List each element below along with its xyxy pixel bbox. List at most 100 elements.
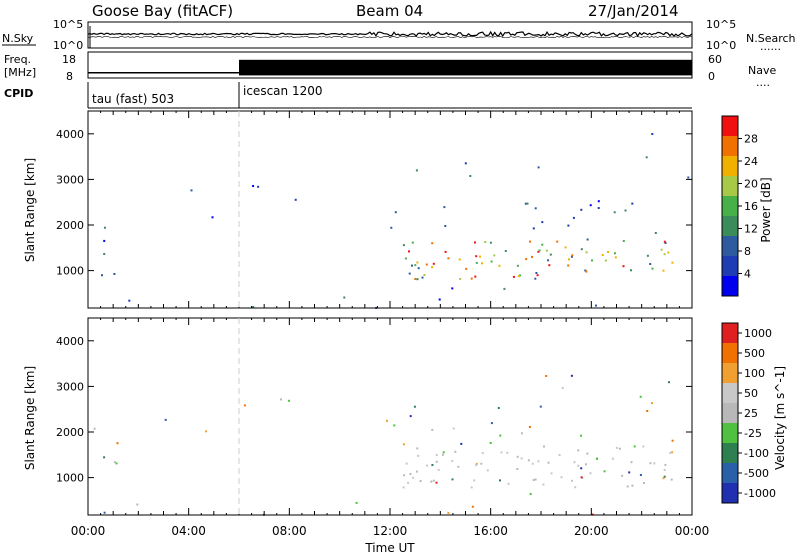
beam-label: Beam 04 <box>356 2 423 20</box>
data-cell <box>626 485 629 488</box>
data-cell <box>521 432 523 435</box>
data-cell <box>585 251 588 254</box>
data-cell <box>470 277 473 280</box>
velocity-x-ticks <box>87 318 693 515</box>
colorbar-segment-3 <box>722 383 738 404</box>
data-cell <box>597 200 600 203</box>
data-cell <box>498 264 501 267</box>
data-cell <box>294 198 297 201</box>
data-cell <box>528 426 531 428</box>
data-cell <box>536 274 539 277</box>
data-cell <box>475 462 478 465</box>
data-cell <box>432 262 435 265</box>
data-cell <box>459 278 462 280</box>
time-tick-label-5: 20:00 <box>574 524 609 538</box>
data-cell <box>431 242 434 245</box>
data-cell <box>469 175 472 177</box>
power-x-ticks <box>87 111 693 308</box>
colorbar-segment-4 <box>722 196 738 217</box>
time-tick-label-1: 04:00 <box>171 524 206 538</box>
data-cell <box>404 257 407 260</box>
noise-sky-line <box>87 30 693 38</box>
station-title: Goose Bay (fitACF) <box>92 2 233 20</box>
data-cell <box>479 255 481 258</box>
data-cell <box>503 287 506 290</box>
data-cell <box>457 465 460 468</box>
data-cell <box>431 266 434 269</box>
data-cell <box>464 162 467 165</box>
colorbar-segment-0 <box>722 323 738 344</box>
data-cell <box>622 240 625 242</box>
data-cell <box>596 457 598 460</box>
colorbar-label-1: 24 <box>744 155 758 168</box>
y-tick-label-3: 4000 <box>56 335 84 348</box>
data-cell <box>651 402 653 405</box>
data-cell <box>646 410 649 412</box>
freq-label-line1: Freq. <box>4 53 31 66</box>
data-cell <box>454 450 457 453</box>
data-cell <box>438 298 441 301</box>
colorbar-segment-3 <box>722 176 738 197</box>
data-cell <box>574 486 577 489</box>
noise-panel: N.Sky 10^5 10^0 10^5 10^0 N.Search .....… <box>2 18 796 53</box>
data-cell <box>409 473 412 475</box>
data-cell <box>470 486 473 489</box>
data-cell <box>631 202 634 205</box>
colorbar-segment-0 <box>722 116 738 137</box>
data-cell <box>586 238 589 241</box>
data-cell <box>645 156 648 159</box>
data-cell <box>671 439 674 442</box>
data-cell <box>558 454 561 456</box>
colorbar-segment-7 <box>722 463 738 484</box>
data-cell <box>386 419 388 422</box>
colorbar-segment-1 <box>722 343 738 364</box>
y-tick-label-1: 2000 <box>56 426 84 439</box>
data-cell <box>431 464 434 466</box>
data-cell <box>604 259 607 262</box>
noise-left-tick-bottom: 10^0 <box>53 39 83 52</box>
data-cell <box>437 468 440 471</box>
noise-left-tick-top: 10^5 <box>53 18 83 31</box>
velocity-ylabel: Slant Range [km] <box>23 366 37 470</box>
data-cell <box>489 241 492 244</box>
y-tick-label-2: 3000 <box>56 380 84 393</box>
data-cell <box>287 399 290 402</box>
data-cell <box>531 255 533 258</box>
data-cell <box>407 481 410 484</box>
data-cell <box>649 263 652 265</box>
data-cell <box>103 511 106 514</box>
data-cell <box>595 304 597 307</box>
colorbar-label-0: 28 <box>744 133 758 146</box>
data-cell <box>580 434 582 437</box>
data-cell <box>499 434 502 437</box>
data-cell <box>243 404 246 407</box>
data-cell <box>500 451 503 454</box>
data-cell <box>670 478 673 481</box>
data-cell <box>517 275 520 278</box>
data-cell <box>525 258 528 261</box>
data-cell <box>671 261 674 264</box>
colorbar-label-3: 50 <box>744 387 758 400</box>
power-scatter <box>101 133 690 309</box>
time-tick-label-2: 08:00 <box>272 524 307 538</box>
data-cell <box>529 493 532 495</box>
data-cell <box>474 275 477 278</box>
data-cell <box>506 451 509 454</box>
data-cell <box>526 202 529 205</box>
velocity-y-ticks: 1000 2000 3000 4000 <box>56 335 692 485</box>
colorbar-segment-4 <box>722 403 738 424</box>
colorbar-segment-6 <box>722 443 738 464</box>
data-cell <box>103 253 106 255</box>
data-cell <box>416 278 419 281</box>
data-cell <box>205 430 208 433</box>
data-cell <box>441 453 444 456</box>
data-cell <box>572 216 575 219</box>
data-cell <box>601 254 604 256</box>
colorbar-label-1: 500 <box>744 347 765 360</box>
data-cell <box>432 479 435 482</box>
y-tick-label-3: 4000 <box>56 128 84 141</box>
data-cell <box>542 483 545 486</box>
data-cell <box>580 467 583 470</box>
data-cell <box>545 249 548 252</box>
data-cell <box>538 249 541 252</box>
